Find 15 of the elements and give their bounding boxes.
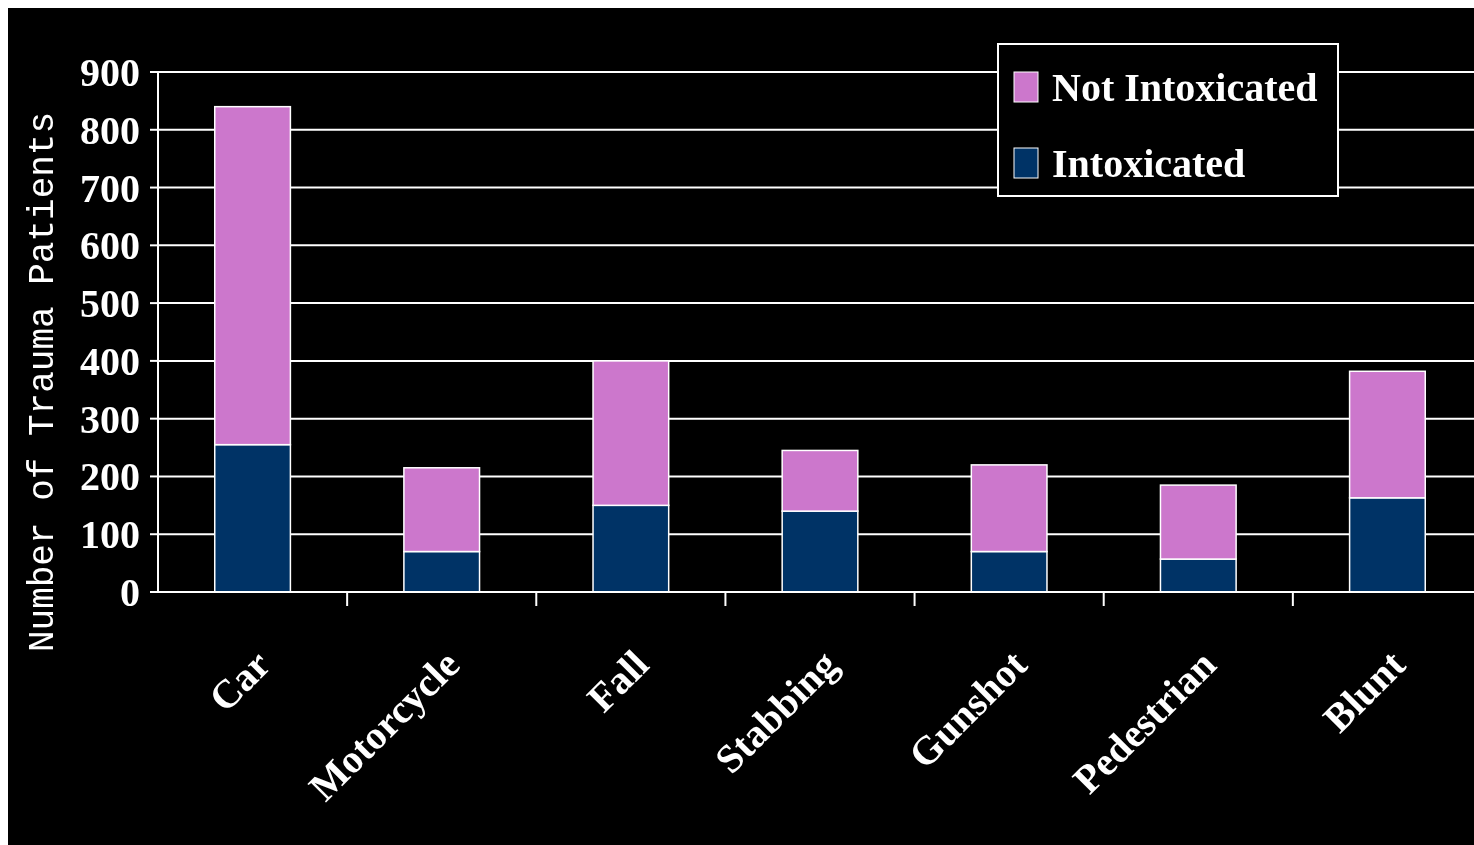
y-tick-label: 0 bbox=[120, 570, 140, 615]
y-tick-label: 300 bbox=[80, 396, 140, 442]
legend-label: Not Intoxicated bbox=[1052, 65, 1318, 110]
y-tick-label: 900 bbox=[80, 50, 140, 95]
y-tick-label: 400 bbox=[80, 338, 140, 384]
legend-label: Intoxicated bbox=[1052, 141, 1246, 186]
y-tick-label: 600 bbox=[80, 223, 140, 269]
x-tick-label: Fall bbox=[578, 641, 658, 721]
y-tick-label: 200 bbox=[80, 454, 140, 500]
y-tick-label: 100 bbox=[80, 512, 140, 558]
y-tick-label: 500 bbox=[80, 281, 140, 327]
y-axis-title: Number of Trauma Patients bbox=[23, 111, 64, 653]
x-tick-label: Car bbox=[199, 641, 279, 721]
y-tick-label: 700 bbox=[80, 165, 140, 211]
y-tick-label: 800 bbox=[80, 107, 140, 153]
